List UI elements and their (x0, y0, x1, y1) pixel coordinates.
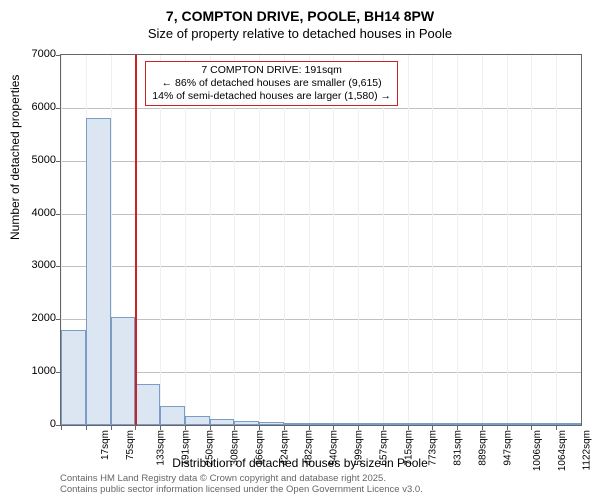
gridline-v (234, 55, 235, 425)
histogram-bar (259, 422, 284, 425)
histogram-bar (556, 423, 581, 425)
y-tick-label: 0 (16, 418, 56, 430)
x-tickmark (61, 425, 62, 430)
x-tickmark (86, 425, 87, 430)
x-tick-label: 831sqm (453, 430, 464, 466)
histogram-bar (507, 423, 532, 425)
gridline-v (358, 55, 359, 425)
footer-line2: Contains public sector information licen… (60, 484, 423, 495)
histogram-bar (210, 419, 235, 425)
chart-subtitle: Size of property relative to detached ho… (0, 24, 600, 47)
x-tick-label: 366sqm (255, 430, 266, 466)
gridline-v (259, 55, 260, 425)
gridline-v (210, 55, 211, 425)
chart-title: 7, COMPTON DRIVE, POOLE, BH14 8PW (0, 0, 600, 24)
gridline-v (507, 55, 508, 425)
x-tick-label: 1006sqm (532, 430, 543, 471)
gridline-v (160, 55, 161, 425)
x-tick-label: 657sqm (378, 430, 389, 466)
x-tick-label: 133sqm (155, 430, 166, 466)
x-tick-label: 424sqm (279, 430, 290, 466)
x-tick-label: 540sqm (329, 430, 340, 466)
x-tick-label: 17sqm (100, 430, 111, 460)
histogram-bar (185, 416, 210, 426)
gridline-v (333, 55, 334, 425)
x-tick-label: 773sqm (428, 430, 439, 466)
gridline-v (185, 55, 186, 425)
histogram-bar (309, 423, 334, 425)
x-tick-label: 482sqm (304, 430, 315, 466)
chart-footer: Contains HM Land Registry data © Crown c… (60, 473, 423, 496)
x-tick-label: 191sqm (180, 430, 191, 466)
gridline-v (408, 55, 409, 425)
annotation-line2: ← 86% of detached houses are smaller (9,… (152, 77, 391, 90)
y-tick-label: 3000 (16, 259, 56, 271)
x-tick-label: 1064sqm (557, 430, 568, 471)
y-tick-label: 6000 (16, 101, 56, 113)
x-tick-label: 715sqm (403, 430, 414, 466)
gridline-h (61, 319, 581, 320)
x-tick-label: 889sqm (477, 430, 488, 466)
gridline-h (61, 214, 581, 215)
x-tick-label: 1122sqm (581, 430, 592, 470)
x-tick-label: 947sqm (502, 430, 513, 466)
gridline-v (531, 55, 532, 425)
histogram-bar (86, 118, 111, 425)
histogram-bar (457, 423, 482, 425)
x-tick-label: 599sqm (354, 430, 365, 466)
histogram-bar (432, 423, 457, 425)
gridline-h (61, 161, 581, 162)
histogram-bar (383, 423, 408, 425)
gridline-v (432, 55, 433, 425)
y-tick-label: 7000 (16, 48, 56, 60)
reference-line (135, 55, 137, 425)
histogram-bar (234, 421, 259, 425)
gridline-v (556, 55, 557, 425)
y-tick-label: 1000 (16, 365, 56, 377)
annotation-line1: 7 COMPTON DRIVE: 191sqm (152, 64, 391, 77)
gridline-v (309, 55, 310, 425)
annotation-box: 7 COMPTON DRIVE: 191sqm ← 86% of detache… (145, 61, 398, 106)
gridline-h (61, 108, 581, 109)
gridline-v (482, 55, 483, 425)
gridline-v (383, 55, 384, 425)
histogram-bar (358, 423, 383, 425)
histogram-bar (61, 330, 86, 425)
plot-area: 7 COMPTON DRIVE: 191sqm ← 86% of detache… (60, 54, 582, 426)
chart-container: 7, COMPTON DRIVE, POOLE, BH14 8PW Size o… (0, 0, 600, 500)
histogram-bar (531, 423, 556, 425)
footer-line1: Contains HM Land Registry data © Crown c… (60, 473, 423, 484)
y-tick-label: 2000 (16, 312, 56, 324)
gridline-v (284, 55, 285, 425)
histogram-bar (482, 423, 507, 425)
gridline-v (457, 55, 458, 425)
histogram-bar (284, 423, 309, 425)
histogram-bar (135, 384, 160, 425)
x-tick-label: 250sqm (205, 430, 216, 466)
histogram-bar (111, 317, 136, 425)
annotation-line3: 14% of semi-detached houses are larger (… (152, 90, 391, 103)
gridline-h (61, 266, 581, 267)
histogram-bar (408, 423, 433, 425)
histogram-bar (333, 423, 358, 425)
y-tick-label: 4000 (16, 207, 56, 219)
x-tick-label: 75sqm (125, 430, 136, 460)
gridline-h (61, 372, 581, 373)
x-tick-label: 308sqm (230, 430, 241, 466)
y-tick-label: 5000 (16, 154, 56, 166)
histogram-bar (160, 406, 185, 425)
